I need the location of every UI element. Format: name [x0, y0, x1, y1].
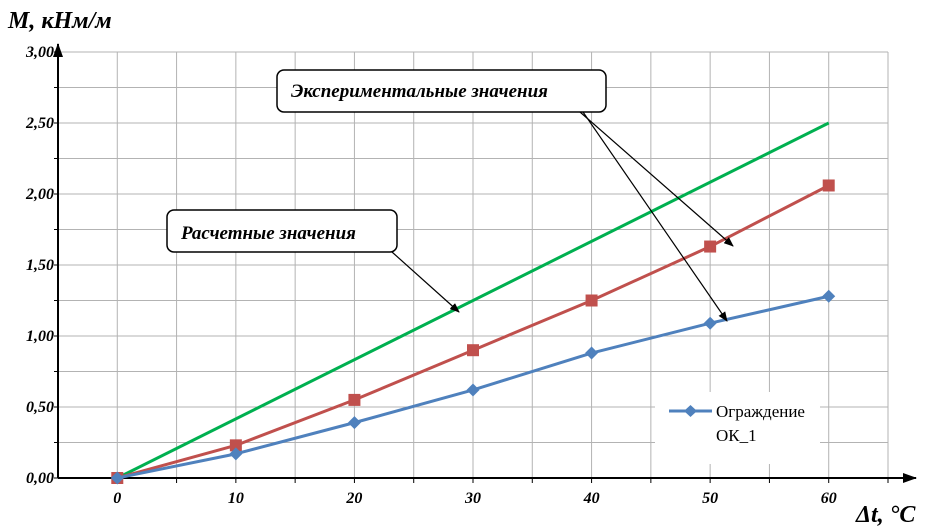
data-point-diamond — [703, 316, 717, 330]
legend: Ограждение ОК_1 — [655, 392, 820, 464]
data-point-square — [348, 393, 361, 406]
y-tick-label: 1,00 — [26, 328, 54, 345]
x-tick-labels: 0 10 20 30 40 50 60 — [113, 490, 836, 507]
series-layer — [110, 121, 836, 485]
data-point-square — [822, 179, 835, 192]
series-line — [116, 121, 830, 480]
x-tick-label: 40 — [583, 490, 600, 507]
x-axis-title: Δt, °C — [855, 502, 916, 528]
x-tick-label: 50 — [702, 490, 718, 507]
data-point-diamond — [110, 471, 124, 485]
legend-box — [655, 392, 820, 464]
data-point-square — [229, 439, 242, 452]
y-tick-label: 3,00 — [25, 44, 54, 61]
callout-arrow-red — [579, 111, 734, 247]
data-point-diamond — [347, 416, 361, 430]
callout-calculated: Расчетные значения — [166, 209, 460, 313]
callout-arrow-blue — [582, 111, 728, 322]
data-point-diamond — [822, 289, 836, 303]
y-tick-label: 2,00 — [25, 186, 54, 203]
y-tick-label: 2,50 — [25, 115, 54, 132]
callout-calculated-text: Расчетные значения — [180, 223, 356, 244]
y-tick-label: 0,00 — [26, 470, 54, 487]
x-tick-label: 10 — [228, 490, 244, 507]
y-axis-title: M, кНм/м — [7, 8, 112, 34]
callout-experimental: Экспериментальные значения — [276, 69, 734, 322]
callout-experimental-text: Экспериментальные значения — [291, 81, 548, 102]
axes — [53, 43, 917, 483]
data-point-diamond — [466, 383, 480, 397]
data-point-square — [467, 344, 479, 357]
data-point-diamond — [585, 346, 599, 360]
data-point-square — [704, 240, 717, 253]
y-tick-labels: 0,00 0,50 1,00 1,50 2,00 2,50 3,00 — [25, 44, 54, 487]
x-tick-label: 60 — [821, 490, 837, 507]
legend-label-line2: ОК_1 — [716, 426, 757, 445]
x-tick-label: 20 — [345, 490, 362, 507]
callout-calculated-box — [166, 209, 398, 253]
callout-experimental-box — [276, 69, 607, 113]
x-tick-label: 30 — [464, 490, 481, 507]
x-tick-label: 0 — [113, 490, 121, 507]
callout-arrow-green — [391, 251, 460, 313]
y-tick-label: 1,50 — [26, 257, 54, 274]
data-point-diamond — [229, 447, 243, 461]
y-tick-label: 0,50 — [26, 399, 54, 416]
data-point-square — [585, 294, 598, 307]
legend-marker — [684, 405, 697, 417]
legend-label-line1: Ограждение — [716, 402, 805, 421]
